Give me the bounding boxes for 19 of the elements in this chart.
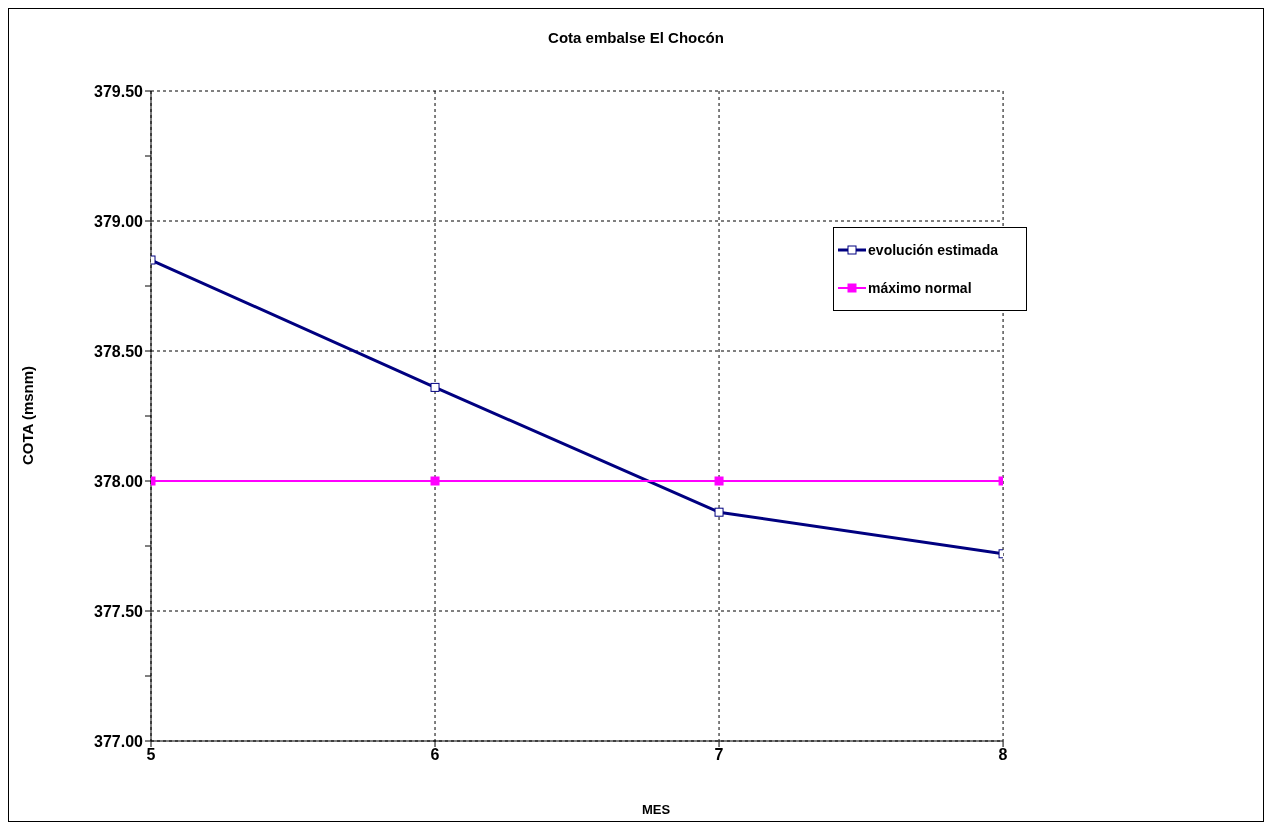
y-tick-label: 377.50 — [94, 602, 144, 620]
legend-label: evolución estimada — [868, 242, 998, 258]
chart-title: Cota embalse El Chocón — [547, 29, 725, 46]
legend-label: máximo normal — [868, 280, 972, 296]
y-axis-title: COTA (msnm) — [18, 365, 36, 465]
x-tick-label: 8 — [998, 746, 1008, 764]
y-tick-label: 377.00 — [94, 732, 144, 750]
x-tick-label: 5 — [146, 746, 156, 764]
y-tick-label: 379.50 — [94, 82, 144, 100]
point — [714, 507, 724, 517]
point — [430, 476, 440, 486]
point — [714, 476, 724, 486]
x-tick-label: 7 — [714, 746, 724, 764]
point — [430, 382, 440, 392]
y-tick-label: 378.50 — [94, 342, 144, 360]
y-tick-label: 379.00 — [94, 212, 144, 230]
x-axis-title: MES — [640, 802, 672, 817]
x-tick-label: 6 — [430, 746, 440, 764]
y-tick-label: 378.00 — [94, 472, 144, 490]
